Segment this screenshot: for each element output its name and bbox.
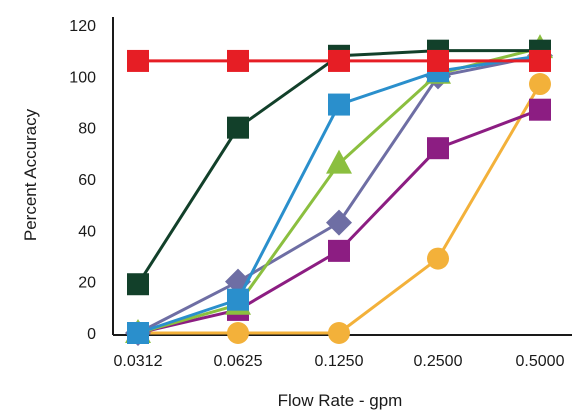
data-point-square	[127, 49, 149, 72]
data-point-triangle	[326, 149, 352, 174]
series-5	[125, 42, 553, 346]
data-point-square	[227, 116, 249, 139]
y-axis-title: Percent Accuracy	[21, 108, 40, 241]
data-point-square	[328, 49, 350, 72]
data-point-square	[427, 137, 449, 160]
series-1	[127, 49, 551, 72]
y-tick-label: 40	[78, 223, 96, 240]
x-tick-label: 0.0625	[214, 353, 263, 370]
x-axis-title: Flow Rate - gpm	[278, 391, 403, 410]
y-tick-label: 0	[87, 326, 96, 343]
data-point-square	[328, 239, 350, 262]
data-point-square	[529, 49, 551, 72]
data-point-circle	[529, 73, 551, 96]
data-point-square	[127, 322, 149, 344]
data-point-square	[227, 49, 249, 72]
data-point-circle	[328, 322, 350, 344]
x-tick-label: 0.2500	[414, 353, 463, 370]
x-tick-label: 0.5000	[516, 353, 565, 370]
series-layer	[125, 34, 553, 346]
y-tick-label: 100	[69, 69, 96, 86]
y-tick-label: 20	[78, 275, 96, 292]
x-tick-label: 0.0312	[114, 353, 163, 370]
data-point-square	[227, 288, 249, 311]
y-tick-labels: 0 20 40 60 80 100 120	[69, 18, 96, 343]
x-tick-labels: 0.0312 0.0625 0.1250 0.2500 0.5000	[114, 353, 565, 370]
data-point-square	[127, 273, 149, 296]
y-tick-label: 120	[69, 18, 96, 35]
data-point-circle	[427, 247, 449, 270]
data-point-square	[328, 93, 350, 116]
series-4	[125, 34, 553, 343]
data-point-circle	[227, 322, 249, 344]
series-line	[138, 83, 542, 335]
y-tick-label: 60	[78, 172, 96, 189]
data-point-square	[427, 49, 449, 72]
data-point-diamond	[326, 209, 352, 236]
data-point-square	[529, 98, 551, 121]
y-tick-label: 80	[78, 121, 96, 138]
series-3	[127, 44, 551, 344]
x-tick-label: 0.1250	[315, 353, 364, 370]
